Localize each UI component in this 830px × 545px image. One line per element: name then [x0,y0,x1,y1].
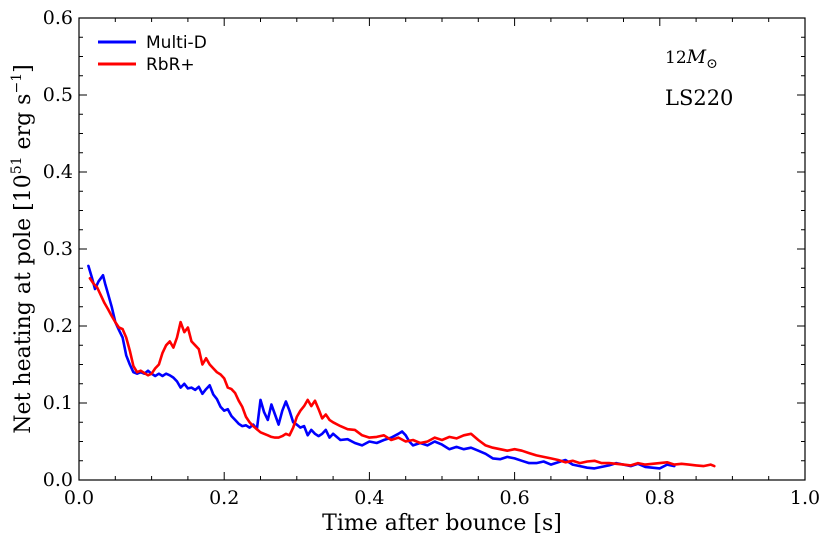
mass-symbol: M [686,46,707,68]
y-tick-label: 0.2 [43,315,73,337]
x-axis-title: Time after bounce [s] [322,511,562,536]
x-tick-label: 1.0 [790,487,820,509]
x-tick-label: 0.8 [645,487,675,509]
y-tick-label: 0.5 [43,84,73,106]
legend-label-rbr-plus: RbR+ [146,55,195,75]
y-axis-title-suffix: ] [11,64,36,73]
axis-ticks [78,17,806,481]
y-tick-label: 0.3 [43,238,73,260]
y-axis-title: Net heating at pole [1051 erg s−1] [9,64,36,433]
y-tick-label: 0.0 [43,469,73,491]
x-tick-label: 0.4 [354,487,384,509]
plot-area-group [78,17,806,481]
mass-subscript: ⊙ [706,56,718,72]
series-line-rbr [88,276,716,468]
y-tick-label: 0.6 [43,7,73,29]
y-axis-title-exponent-1: 51 [9,156,25,174]
legend-label-multi-d: Multi-D [146,33,207,53]
y-axis-title-middle: erg s [11,94,36,157]
mass-annotation: 12M⊙ [665,46,718,72]
eos-annotation: LS220 [665,86,733,110]
plot-frame [78,17,806,481]
y-axis-title-prefix: Net heating at pole [10 [11,174,36,433]
mass-value: 12 [665,48,687,68]
x-tick-label: 0.0 [64,487,94,509]
x-tick-labels: 0.0 0.2 0.4 0.6 0.8 1.0 [64,487,820,509]
y-tick-label: 0.1 [43,392,73,414]
series-line-multi-d [87,264,676,470]
legend: Multi-D RbR+ [98,33,207,75]
x-tick-label: 0.6 [499,487,529,509]
y-axis-title-exponent-2: −1 [9,73,25,94]
x-tick-label: 0.2 [209,487,239,509]
y-tick-label: 0.4 [43,161,73,183]
series-layer [87,264,716,470]
y-tick-labels: 0.0 0.1 0.2 0.3 0.4 0.5 0.6 [43,7,73,491]
